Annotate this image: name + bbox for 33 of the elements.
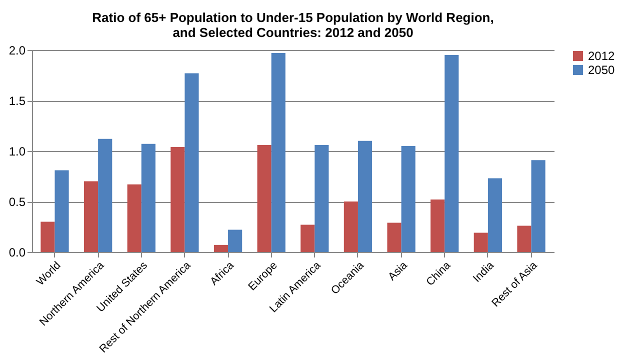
bar	[214, 244, 228, 252]
bar	[401, 146, 416, 252]
bar	[531, 160, 546, 252]
bar	[517, 226, 532, 252]
bar	[358, 140, 372, 252]
bar	[314, 144, 329, 252]
bar	[228, 230, 242, 252]
bar	[444, 55, 459, 252]
bar	[54, 170, 69, 252]
bar	[344, 202, 358, 252]
bar	[141, 144, 156, 252]
chart-title: Ratio of 65+ Population to Under-15 Population by World Region, and Selected Countries: 2012 and 2050	[92, 10, 494, 40]
y-tick-label: 0.5	[8, 195, 26, 209]
bar	[387, 222, 402, 252]
bar	[257, 144, 272, 252]
bar	[488, 178, 502, 252]
legend-label: 2050	[588, 63, 616, 77]
y-tick-label: 2.0	[8, 44, 26, 58]
y-tick-label: 1.5	[8, 94, 26, 108]
bar	[127, 184, 142, 252]
bar	[170, 146, 185, 252]
x-tick-label: Asia	[386, 258, 410, 284]
bar	[300, 224, 315, 252]
y-tick-label: 1.0	[8, 144, 26, 158]
legend-label: 2012	[588, 49, 616, 63]
bar	[430, 199, 445, 252]
y-tick-label: 0.0	[8, 246, 26, 260]
bar	[84, 181, 98, 252]
bar	[184, 73, 199, 252]
bar	[40, 222, 55, 252]
bar	[474, 232, 488, 252]
bar	[271, 53, 286, 252]
bar	[98, 138, 112, 252]
